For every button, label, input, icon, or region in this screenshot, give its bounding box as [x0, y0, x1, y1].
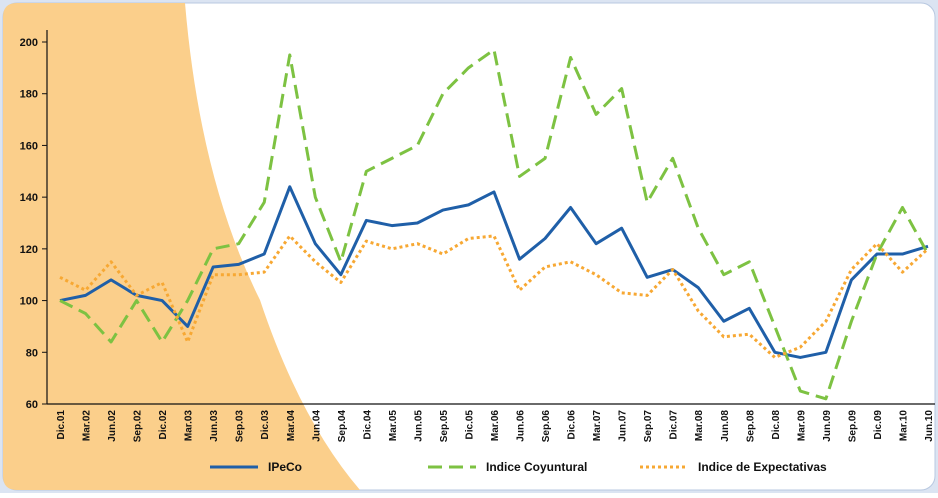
x-tick-label: Dic.08 — [771, 410, 782, 440]
y-tick-label: 180 — [20, 89, 38, 101]
x-tick-label: Mar.05 — [388, 410, 399, 442]
x-tick-label: Sep.04 — [337, 410, 348, 443]
x-tick-label: Sep.05 — [439, 410, 450, 443]
x-tick-label: Sep.08 — [745, 410, 756, 443]
x-tick-label: Mar.10 — [898, 410, 909, 442]
x-tick-label: Dic.05 — [464, 410, 475, 440]
y-tick-label: 60 — [26, 399, 38, 411]
legend-label: IPeCo — [268, 460, 302, 474]
legend-label: Indice Coyuntural — [486, 460, 587, 474]
x-tick-label: Dic.06 — [567, 410, 578, 440]
x-tick-label: Jun.02 — [107, 410, 118, 442]
y-tick-label: 80 — [26, 347, 38, 359]
x-tick-label: Jun.05 — [413, 410, 424, 442]
x-tick-label: Jun.10 — [924, 410, 935, 442]
chart: IPeCo Indice Coyuntural Indice de Expectat… — [0, 0, 938, 493]
x-tick-label: Dic.09 — [873, 410, 884, 440]
x-tick-label: Dic.04 — [362, 410, 373, 440]
x-tick-label: Dic.07 — [669, 410, 680, 440]
x-tick-label: Mar.03 — [184, 410, 195, 442]
x-tick-label: Dic.03 — [260, 410, 271, 440]
legend-label: Indice de Expectativas — [698, 460, 827, 474]
y-tick-label: 100 — [20, 296, 38, 308]
x-tick-label: Dic.02 — [158, 410, 169, 440]
x-tick-label: Mar.06 — [490, 410, 501, 442]
y-tick-label: 140 — [20, 192, 38, 204]
x-tick-label: Mar.07 — [592, 410, 603, 442]
x-tick-label: Jun.09 — [822, 410, 833, 442]
x-tick-label: Mar.02 — [82, 410, 93, 442]
x-tick-label: Jun.03 — [209, 410, 220, 442]
x-tick-label: Jun.06 — [516, 410, 527, 442]
y-tick-label: 160 — [20, 140, 38, 152]
x-tick-label: Mar.09 — [796, 410, 807, 442]
x-tick-label: Jun.04 — [311, 410, 322, 442]
y-tick-label: 120 — [20, 244, 38, 256]
x-tick-label: Sep.09 — [847, 410, 858, 443]
x-tick-label: Mar.08 — [694, 410, 705, 442]
x-tick-label: Mar.04 — [286, 410, 297, 442]
x-tick-label: Dic.01 — [56, 410, 67, 440]
x-tick-label: Jun.07 — [618, 410, 629, 442]
x-tick-label: Jun.08 — [720, 410, 731, 442]
x-tick-label: Sep.02 — [133, 410, 144, 443]
y-tick-label: 200 — [20, 37, 38, 49]
x-tick-label: Sep.07 — [643, 410, 654, 443]
x-tick-label: Sep.06 — [541, 410, 552, 443]
x-tick-label: Sep.03 — [235, 410, 246, 443]
